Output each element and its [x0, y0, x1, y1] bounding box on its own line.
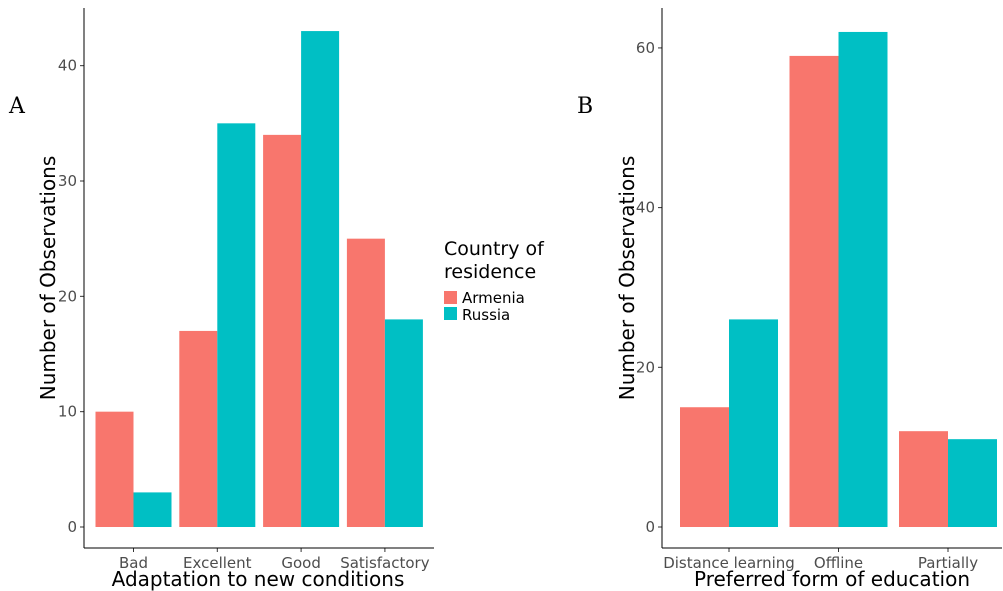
panel-b-bar-russia-partially	[948, 439, 997, 527]
panel-a-y-tick-label-0: 0	[67, 518, 77, 536]
panel-a-bar-armenia-bad	[95, 411, 134, 527]
legend: Country of residence Armenia Russia	[444, 238, 545, 324]
panel-b-x-tick-label-partially: Partially	[918, 554, 978, 572]
panel-a-bars	[95, 31, 423, 528]
legend-label-armenia: Armenia	[462, 289, 525, 307]
panel-b-y-ticks: 0 20 40 60	[636, 39, 662, 536]
panel-a-bar-russia-excellent	[217, 123, 256, 527]
panel-a-bar-armenia-excellent	[179, 330, 218, 527]
panel-a-bar-russia-bad	[133, 492, 172, 527]
panel-a-x-title: Adaptation to new conditions	[112, 567, 405, 591]
panel-b-bar-armenia-distance-learning	[680, 407, 729, 527]
panel-b-x-tick-label-distance-learning: Distance learning	[663, 554, 795, 572]
panel-b: B 0 20 40 60 Distance learning Offline Partia…	[577, 8, 1002, 591]
panel-a-x-tick-label-satisfactory: Satisfactory	[340, 554, 430, 572]
panel-b-x-tick-label-offline: Offline	[814, 554, 863, 572]
panel-a: A 0 10 20 30 40 Bad Excellent Good Satisfactory…	[8, 8, 434, 591]
panel-a-x-tick-label-good: Good	[281, 554, 321, 572]
panel-a-x-tick-label-bad: Bad	[119, 554, 148, 572]
legend-swatch-armenia	[444, 291, 457, 304]
legend-title-line2: residence	[444, 261, 536, 283]
panel-a-y-tick-label-30: 30	[58, 172, 77, 190]
panel-a-y-tick-label-10: 10	[58, 403, 77, 421]
panel-b-label: B	[577, 94, 593, 119]
panel-a-bar-armenia-satisfactory	[346, 238, 385, 528]
panel-b-bars	[680, 31, 997, 527]
panel-b-y-tick-label-0: 0	[645, 518, 655, 536]
panel-b-bar-armenia-offline	[789, 55, 839, 527]
panel-b-bar-russia-offline	[838, 31, 888, 527]
panel-b-y-title: Number of Observations	[615, 156, 639, 401]
panel-a-bar-armenia-good	[263, 134, 302, 527]
panel-b-bar-armenia-partially	[899, 431, 948, 527]
legend-label-russia: Russia	[462, 306, 510, 324]
panel-a-bar-russia-good	[301, 31, 340, 527]
legend-swatch-russia	[444, 307, 457, 320]
panel-b-y-tick-label-40: 40	[636, 199, 655, 217]
panel-a-y-ticks: 0 10 20 30 40	[58, 57, 84, 536]
panel-b-y-tick-label-60: 60	[636, 39, 655, 57]
panel-a-y-tick-label-20: 20	[58, 287, 77, 305]
panel-a-x-tick-label-excellent: Excellent	[183, 554, 252, 572]
panel-a-bar-russia-satisfactory	[384, 319, 423, 527]
panel-a-y-tick-label-40: 40	[58, 57, 77, 75]
panel-b-x-title: Preferred form of education	[694, 567, 970, 591]
panel-a-y-title: Number of Observations	[36, 156, 60, 401]
legend-title-line1: Country of	[444, 238, 545, 260]
panel-b-bar-russia-distance-learning	[729, 319, 778, 527]
panel-a-x-ticks: Bad Excellent Good Satisfactory	[119, 548, 430, 572]
panel-a-label: A	[8, 94, 26, 119]
panel-b-x-ticks: Distance learning Offline Partially	[663, 548, 978, 572]
panel-b-y-tick-label-20: 20	[636, 358, 655, 376]
